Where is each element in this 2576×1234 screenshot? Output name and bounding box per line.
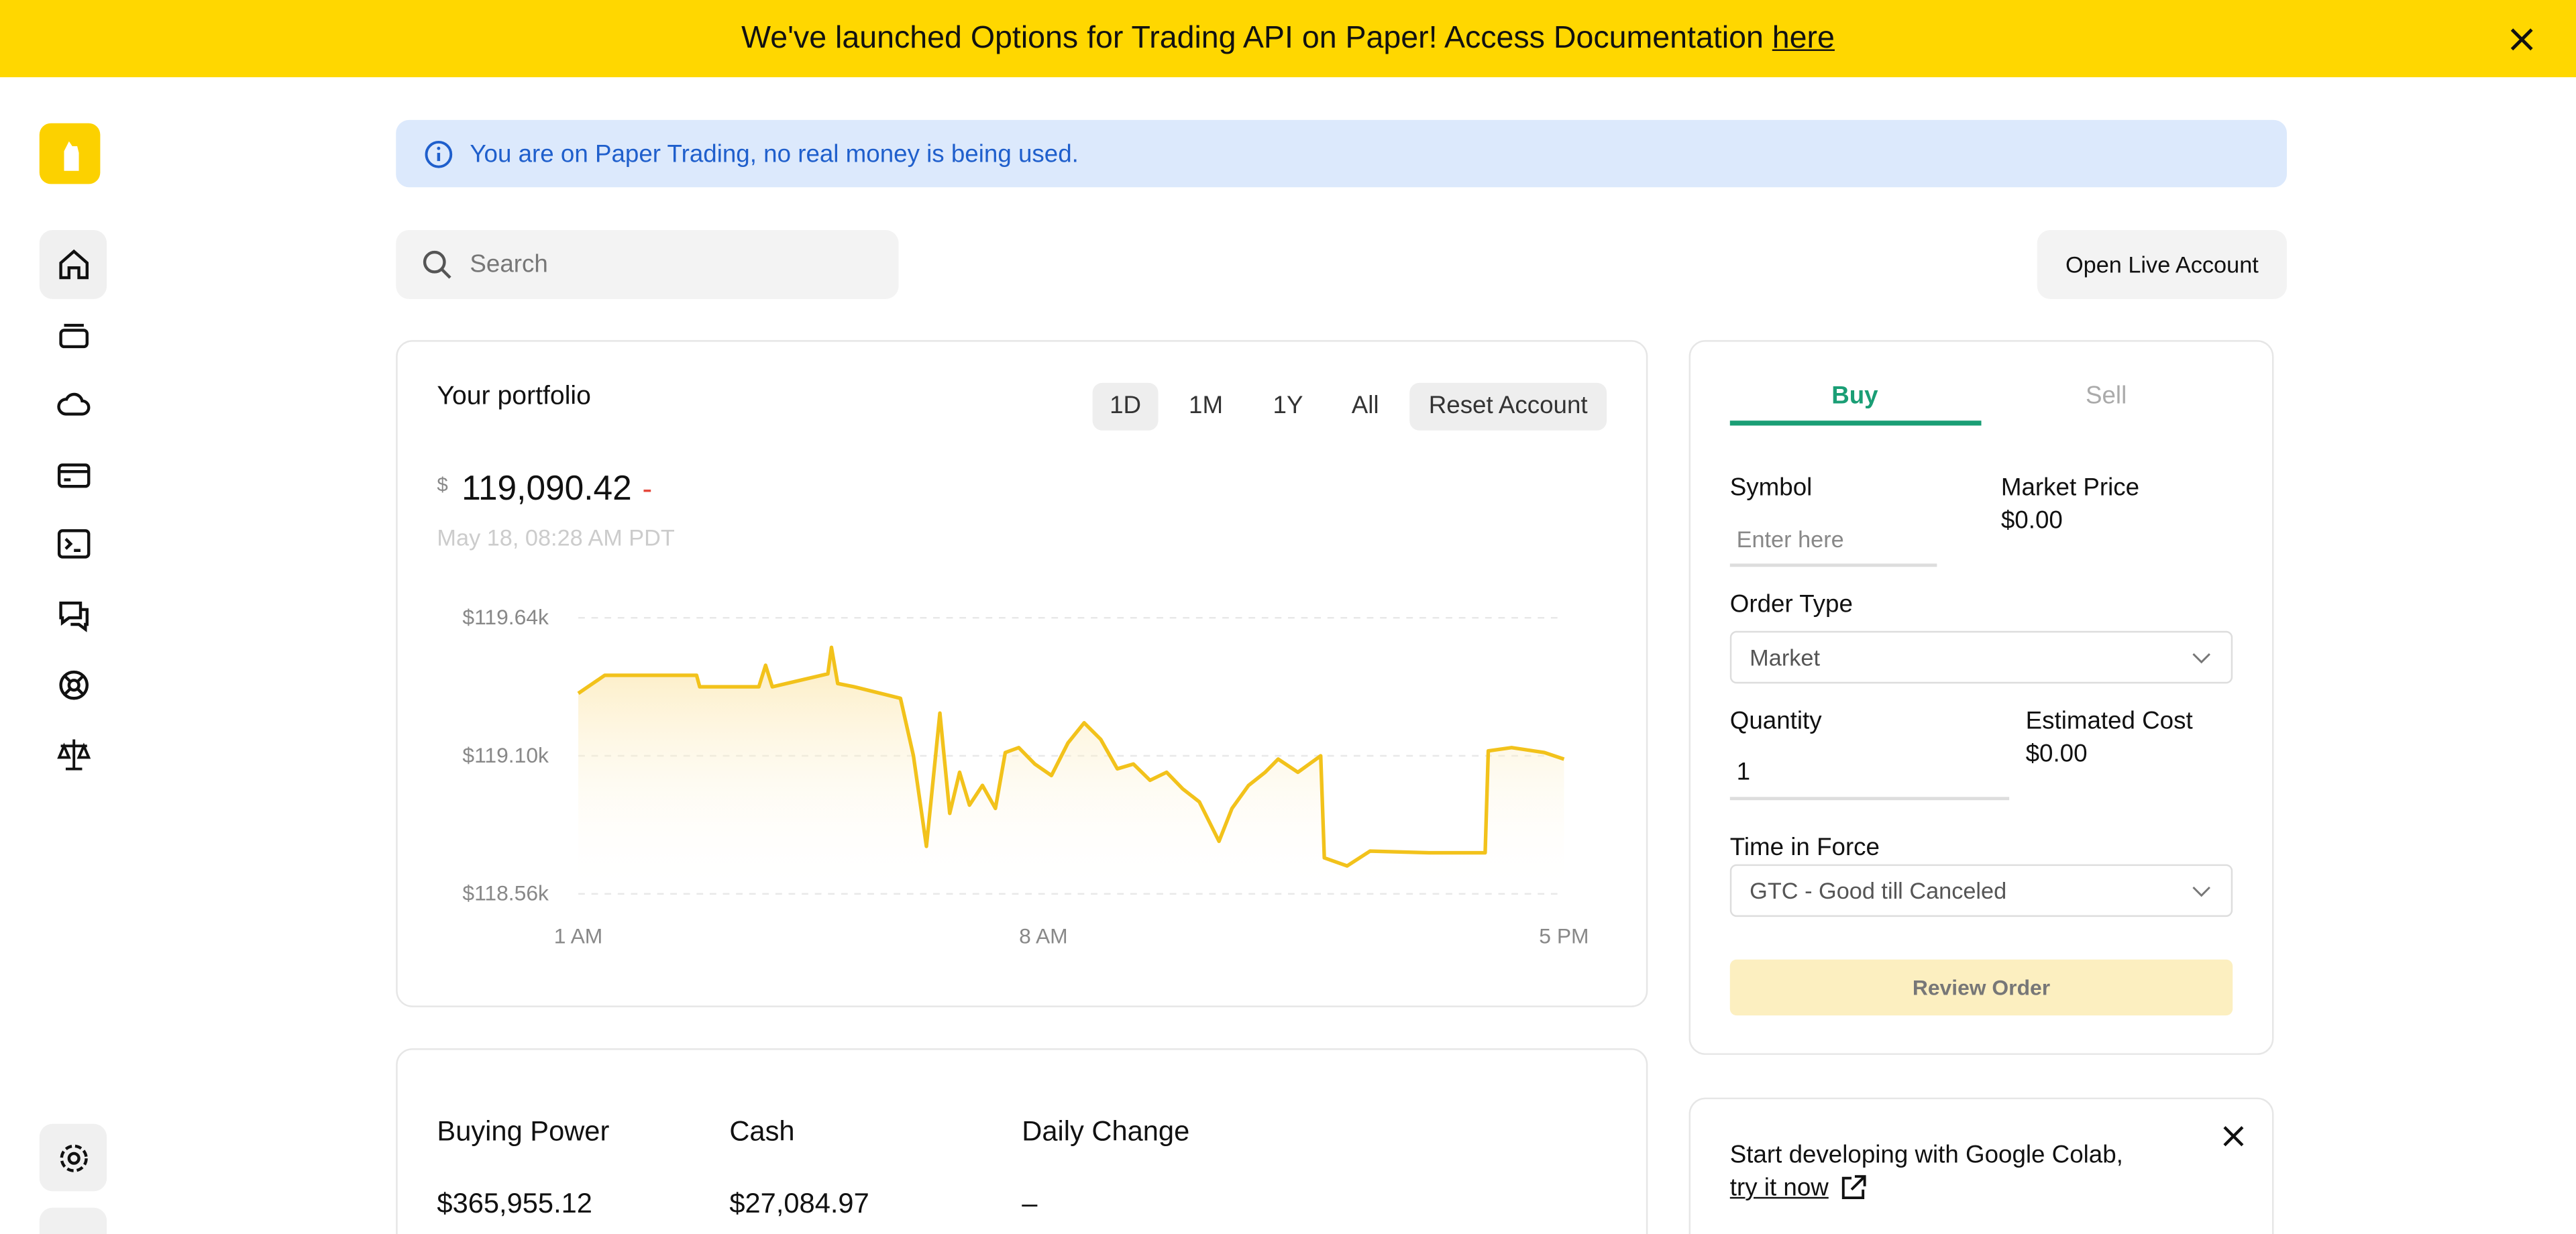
portfolio-value: 119,090.42 bbox=[462, 469, 632, 508]
review-text: Review Order bbox=[1912, 975, 2051, 1000]
x-tick-label: 1 AM bbox=[554, 923, 603, 948]
range-button[interactable]: 1Y bbox=[1273, 392, 1303, 420]
tif-label: Time in Force bbox=[1729, 834, 1880, 862]
paper-notice bbox=[396, 119, 2288, 188]
buy-tab-underline bbox=[1729, 420, 1982, 426]
reset-button[interactable] bbox=[1409, 382, 1607, 431]
open-live-button[interactable] bbox=[2037, 230, 2288, 299]
symbol-input[interactable] bbox=[1729, 563, 1937, 567]
nav-active-bg bbox=[39, 230, 107, 299]
portfolio-title: Your portfolio bbox=[437, 382, 591, 411]
banner-text-wrap: We've launched Options for Trading API o… bbox=[741, 21, 1835, 58]
range-button[interactable]: All bbox=[1351, 392, 1379, 420]
portfolio-timestamp: May 18, 08:28 AM PDT bbox=[437, 524, 675, 551]
sell-tab[interactable]: Sell bbox=[2085, 382, 2127, 410]
search-placeholder: Search bbox=[470, 250, 548, 279]
balances-card bbox=[396, 1048, 1648, 1234]
nav-home[interactable] bbox=[56, 247, 92, 283]
estimated-cost: $0.00 bbox=[2025, 740, 2088, 769]
symbol-placeholder: Enter here bbox=[1736, 526, 1844, 553]
nav-wallet[interactable] bbox=[56, 317, 92, 353]
search-box[interactable] bbox=[396, 230, 899, 299]
order-type-label: Order Type bbox=[1729, 590, 1853, 619]
colab-link[interactable]: try it now bbox=[1729, 1174, 1829, 1202]
tif-select[interactable] bbox=[1729, 864, 2233, 917]
banner-link[interactable]: here bbox=[1772, 21, 1835, 56]
nav-legal[interactable] bbox=[56, 736, 92, 773]
order-type-select[interactable] bbox=[1729, 630, 2233, 684]
logo-icon bbox=[64, 141, 79, 171]
buy-tab[interactable]: Buy bbox=[1831, 382, 1878, 410]
balance-label: Cash bbox=[729, 1115, 795, 1147]
y-tick-label: $119.64k bbox=[462, 605, 549, 629]
area-fill bbox=[578, 647, 1564, 894]
close-banner[interactable] bbox=[2509, 26, 2535, 52]
estimated-cost-label: Estimated Cost bbox=[2025, 707, 2193, 736]
x-tick-label: 8 AM bbox=[1019, 923, 1068, 948]
y-tick-label: $118.56k bbox=[462, 881, 549, 905]
banner-text: We've launched Options for Trading API o… bbox=[741, 21, 1764, 56]
market-price-label: Market Price bbox=[2000, 473, 2140, 502]
x-tick-label: 5 PM bbox=[1539, 923, 1589, 948]
chevron bbox=[2192, 653, 2210, 664]
line bbox=[577, 645, 1565, 868]
symbol-label: Symbol bbox=[1729, 473, 1813, 502]
balance-label: Daily Change bbox=[1022, 1115, 1190, 1147]
search-icon bbox=[423, 250, 451, 279]
close-colab[interactable] bbox=[2222, 1125, 2244, 1147]
quantity-label: Quantity bbox=[1729, 707, 1822, 736]
nav-settings[interactable] bbox=[56, 1140, 92, 1176]
quantity-value: 1 bbox=[1736, 758, 1751, 787]
currency-symbol: $ bbox=[437, 473, 448, 496]
nav-cloud[interactable] bbox=[56, 386, 92, 423]
settings-bg bbox=[39, 1123, 107, 1192]
balance-value: – bbox=[1022, 1188, 1038, 1219]
chevron bbox=[2192, 886, 2210, 897]
quantity-input[interactable] bbox=[1729, 797, 2010, 801]
portfolio-change: - bbox=[642, 472, 653, 506]
reset-text: Reset Account bbox=[1428, 392, 1588, 420]
nav-chat[interactable] bbox=[56, 596, 92, 632]
review-button[interactable] bbox=[1729, 959, 2233, 1016]
nav-support[interactable] bbox=[56, 667, 92, 704]
balance-label: Buying Power bbox=[437, 1115, 610, 1147]
range-active-bg bbox=[1092, 382, 1159, 431]
info-icon bbox=[425, 140, 453, 168]
range-button[interactable]: 1M bbox=[1189, 392, 1224, 420]
announcement-banner bbox=[0, 0, 2576, 78]
order-type-value: Market bbox=[1750, 644, 1820, 671]
colab-text: Start developing with Google Colab, bbox=[1729, 1141, 2123, 1170]
external-link-icon bbox=[1841, 1175, 1866, 1200]
nav-terminal[interactable] bbox=[56, 526, 92, 562]
notice-text: You are on Paper Trading, no real money … bbox=[470, 140, 1079, 169]
market-price: $0.00 bbox=[2000, 506, 2063, 535]
balance-value: $365,955.12 bbox=[437, 1188, 592, 1219]
nav-card[interactable] bbox=[56, 457, 92, 493]
colab-card bbox=[1688, 1097, 2274, 1234]
balance-value: $27,084.97 bbox=[729, 1188, 869, 1219]
order-card bbox=[1688, 340, 2274, 1055]
y-tick-label: $119.10k bbox=[462, 743, 549, 767]
collapse-button[interactable] bbox=[39, 1207, 107, 1234]
tif-value: GTC - Good till Canceled bbox=[1750, 877, 2007, 904]
open-live-text: Open Live Account bbox=[2065, 251, 2259, 278]
range-button[interactable]: 1D bbox=[1110, 392, 1142, 420]
